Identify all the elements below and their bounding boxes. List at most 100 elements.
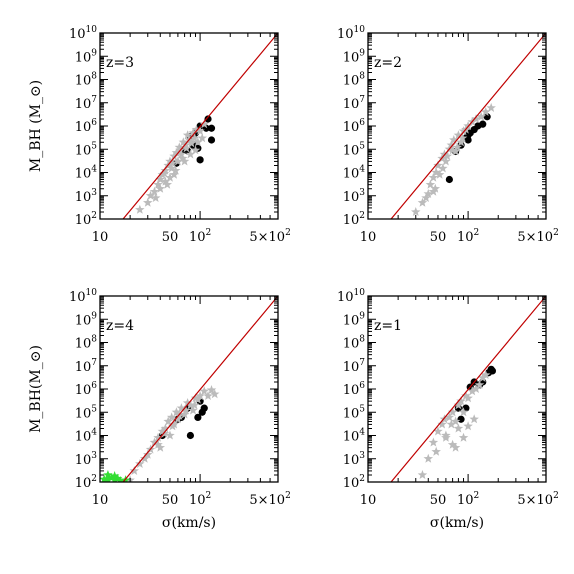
star-point (417, 197, 428, 207)
star-point (206, 385, 217, 395)
star-point (431, 167, 441, 177)
star-point (446, 419, 457, 429)
circle-point (186, 431, 195, 440)
y-tick-label: 105 (343, 404, 366, 421)
x-tick-label: 10 (92, 230, 109, 245)
star-point (185, 400, 196, 410)
relation-line (390, 296, 546, 482)
star-point (181, 140, 191, 150)
star-point (453, 130, 464, 140)
star-point (469, 414, 479, 424)
star-point (188, 405, 198, 415)
star-point (458, 407, 469, 417)
x-tick-label: 5×102 (249, 228, 290, 245)
y-tick-label: 109 (75, 311, 98, 328)
plot-area (390, 296, 546, 482)
star-point (106, 472, 117, 482)
star-point (165, 172, 175, 182)
star-point (447, 145, 458, 155)
x-tick-label: 10 (92, 493, 109, 508)
star-point (103, 474, 113, 482)
star-point (159, 168, 170, 178)
star-point (209, 389, 220, 399)
star-point (471, 114, 481, 124)
star-point (169, 169, 179, 179)
star-point (463, 421, 473, 431)
star-point (195, 391, 205, 401)
star-point (135, 204, 145, 214)
y-tick-label: 108 (75, 72, 98, 89)
star-point (182, 398, 193, 408)
star-point (199, 119, 209, 129)
star-point (155, 174, 166, 184)
star-point (433, 426, 443, 436)
star-point (457, 133, 468, 143)
x-tick-label: 10 (360, 493, 377, 508)
circle-point (194, 413, 202, 422)
x-tick-label: 50 (430, 230, 447, 245)
star-point (441, 156, 451, 166)
star-point (165, 156, 175, 166)
y-tick-label: 106 (75, 118, 98, 135)
star-point (190, 145, 201, 155)
star-point (476, 111, 486, 121)
circle-point (200, 404, 208, 412)
star-point (453, 423, 464, 433)
star-point (112, 473, 123, 482)
star-point (160, 423, 171, 433)
y-tick-label: 109 (75, 48, 98, 65)
y-tick-label: 103 (343, 451, 366, 468)
star-point (177, 153, 188, 163)
star-point (195, 126, 205, 136)
y-tick-label: 102 (343, 211, 365, 228)
star-point (171, 407, 182, 417)
y-tick-label: 108 (343, 72, 366, 89)
y-tick-label: 104 (75, 165, 98, 182)
star-point (115, 476, 126, 482)
x-tick-label: 50 (430, 493, 447, 508)
star-point (471, 384, 481, 394)
star-point (480, 107, 491, 117)
x-tick-label: 102 (457, 228, 479, 245)
star-point (456, 137, 466, 147)
star-point (423, 188, 434, 198)
star-point (461, 391, 471, 401)
star-point (450, 442, 461, 452)
plot-area (122, 33, 278, 219)
star-point (176, 403, 187, 413)
plot-area (100, 296, 278, 482)
y-tick-label: 104 (75, 428, 98, 445)
y-tick-label: 108 (343, 335, 366, 352)
star-point (169, 419, 179, 429)
star-point (434, 169, 445, 179)
relation-line (122, 296, 278, 482)
star-point (176, 149, 187, 159)
circle-point (196, 156, 204, 164)
y-tick-label: 107 (343, 95, 366, 112)
y-tick-label: 1010 (69, 25, 97, 42)
relation-line (390, 33, 546, 219)
star-point (191, 124, 202, 134)
x-tick-label: 50 (162, 493, 179, 508)
y-tick-label: 105 (75, 141, 98, 158)
circle-point (488, 367, 497, 375)
star-point (153, 432, 163, 442)
star-point (442, 151, 453, 161)
y-tick-label: 107 (343, 358, 366, 375)
star-point (150, 193, 161, 203)
star-point (474, 379, 485, 389)
x-axis-title: σ(km/s) (162, 515, 216, 531)
y-tick-label: 102 (75, 474, 97, 491)
star-point (181, 405, 191, 415)
y-tick-label: 106 (343, 381, 366, 398)
star-point (456, 396, 466, 406)
circle-point (207, 136, 216, 144)
y-axis-title: M_BH(M_⊙) (28, 345, 44, 433)
star-point (446, 140, 457, 150)
x-tick-label: 102 (189, 228, 211, 245)
y-tick-label: 103 (75, 451, 98, 468)
y-axis-title: M_BH (M_⊙) (28, 80, 44, 172)
star-point (450, 146, 461, 156)
